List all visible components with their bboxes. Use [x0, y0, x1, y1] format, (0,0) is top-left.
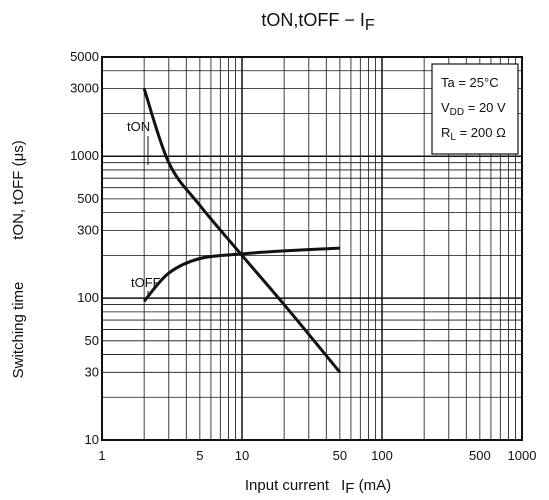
label-toff: tOFF: [131, 275, 161, 290]
x-tick-label: 50: [333, 448, 347, 463]
chart-title: tON,tOFF − IF: [261, 10, 375, 34]
x-tick-label: 100: [371, 448, 393, 463]
x-tick-label: 1000: [508, 448, 537, 463]
y-tick-label: 50: [85, 333, 99, 348]
y-tick-label: 30: [85, 364, 99, 379]
x-tick-label: 5: [196, 448, 203, 463]
label-ton: tON: [127, 119, 150, 134]
series-line-ton: [142, 88, 342, 374]
title-on: ON: [266, 10, 293, 30]
condition-ta: Ta = 25°C: [441, 75, 499, 90]
title-off: OFF: [303, 10, 339, 30]
title-t: t: [261, 10, 266, 30]
y-tick-label: 3000: [70, 80, 99, 95]
x-axis-label: Input current IF (mA): [245, 477, 391, 497]
y-axis-ticks: 10 30 50 100 300 500 1000 3000 5000: [70, 49, 99, 447]
y-tick-label: 1000: [70, 148, 99, 163]
y-axis-label-main: Switching time: [10, 282, 27, 379]
y-tick-label: 500: [77, 191, 99, 206]
y-tick-label: 100: [77, 290, 99, 305]
x-tick-label: 10: [235, 448, 249, 463]
x-tick-label: 1: [98, 448, 105, 463]
series-line-toff: [142, 246, 340, 303]
grid-lines: [102, 57, 522, 440]
y-axis-label-symbol: tON, tOFF (μs): [10, 140, 27, 239]
conditions-box: Ta = 25°C VDD = 20 V RL = 200 Ω: [431, 63, 519, 155]
y-tick-label: 300: [77, 222, 99, 237]
x-axis-ticks: 1 5 10 50 100 500 1000: [98, 448, 536, 463]
title-dash: − I: [339, 10, 365, 30]
condition-rl: RL = 200 Ω: [441, 125, 506, 143]
x-tick-label: 500: [469, 448, 491, 463]
y-tick-label: 10: [85, 432, 99, 447]
title-toff: ,t: [293, 10, 303, 30]
series-group: [142, 88, 342, 374]
condition-vdd: VDD = 20 V: [441, 100, 506, 118]
y-tick-label: 5000: [70, 49, 99, 64]
title-f: F: [365, 17, 375, 34]
